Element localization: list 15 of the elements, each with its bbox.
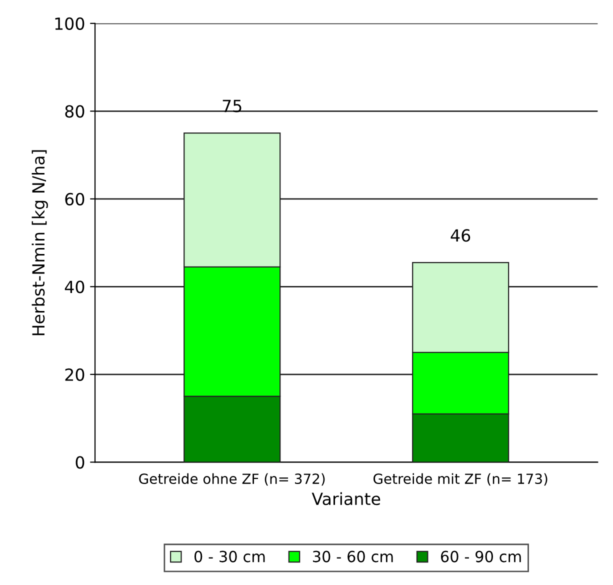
legend-label: 60 - 90 cm — [440, 550, 521, 562]
y-axis-title: Herbst-Nmin [kg N/ha] — [32, 150, 48, 336]
y-tick-label: 80 — [65, 105, 84, 118]
y-tick-label: 60 — [65, 192, 84, 206]
total-label: 46 — [450, 229, 470, 242]
y-tick-label: 40 — [64, 280, 84, 294]
y-tick-label: 0 — [76, 456, 84, 469]
x-tick-label: Getreide ohne ZF (n= 372) — [139, 473, 325, 486]
x-tick-label: Getreide mit ZF (n= 173) — [374, 473, 548, 486]
y-tick-label: 20 — [65, 368, 84, 381]
total-label: 75 — [222, 100, 242, 112]
x-axis-title: Variante — [312, 492, 380, 506]
legend-label: 0 - 30 cm — [194, 550, 265, 562]
y-tick-label: 100 — [55, 17, 84, 30]
legend-label: 30 - 60 cm — [312, 550, 393, 562]
